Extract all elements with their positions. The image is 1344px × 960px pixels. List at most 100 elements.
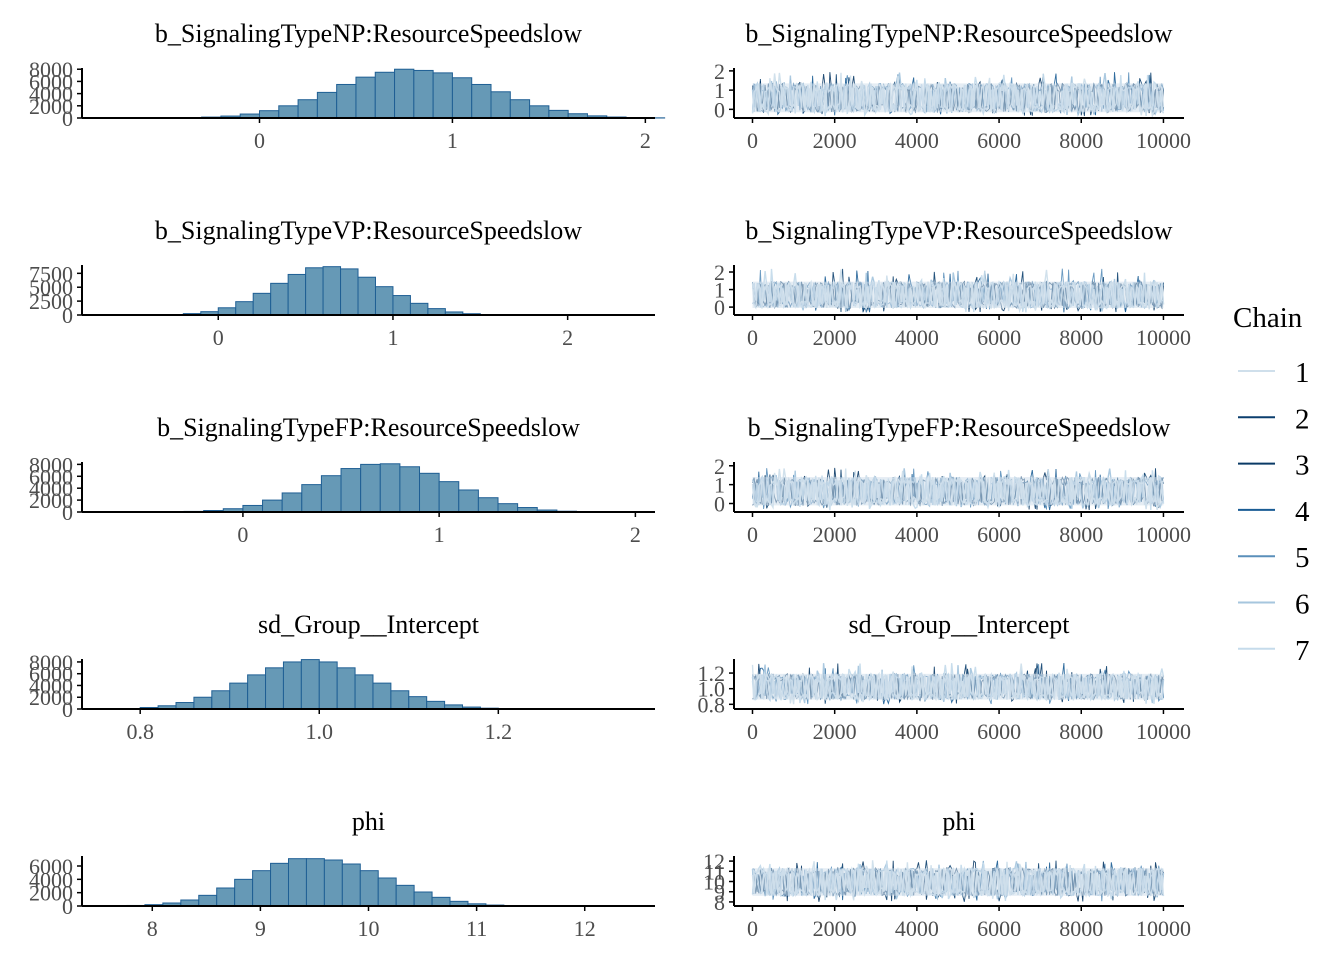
legend-label: 6	[1295, 589, 1310, 621]
x-tick-label: 6000	[977, 522, 1021, 547]
y-tick-label: 6000	[29, 464, 73, 489]
panel-title: b_SignalingTypeVP:ResourceSpeedslow	[155, 216, 582, 245]
x-tick-label: 4000	[895, 325, 939, 350]
histogram-bars	[163, 463, 597, 513]
x-tick-label: 10000	[1136, 128, 1191, 153]
x-tick-label: 1	[387, 325, 398, 350]
histogram-bar	[377, 877, 397, 907]
x-tick-label: 0.8	[126, 719, 154, 744]
panel-title: b_SignalingTypeNP:ResourceSpeedslow	[155, 19, 582, 48]
y-tick-label: 1.0	[698, 677, 726, 702]
y-tick-label: 2	[714, 454, 725, 479]
histogram-bar	[340, 468, 362, 513]
histogram-bar	[408, 696, 428, 710]
y-tick-label: 0	[62, 106, 73, 131]
x-tick-label: 4000	[895, 128, 939, 153]
histogram-bar	[477, 497, 499, 513]
histogram-bar	[229, 682, 249, 710]
histogram-bars	[108, 858, 541, 907]
histogram-bar	[409, 302, 429, 316]
x-tick-label: 2000	[813, 325, 857, 350]
histogram-bar	[193, 696, 213, 710]
histogram-bar	[490, 91, 511, 119]
x-tick-label: 8000	[1059, 325, 1103, 350]
y-tick-label: 4000	[29, 673, 73, 698]
x-tick-label: 8000	[1059, 128, 1103, 153]
y-tick-label: 10	[703, 870, 725, 895]
trace-density-band	[752, 281, 1164, 308]
y-tick-label: 1	[714, 278, 725, 303]
panel-title: sd_Group__Intercept	[258, 610, 480, 639]
histogram-bar	[497, 503, 519, 513]
histogram-bar	[372, 682, 392, 710]
histogram-bar	[235, 301, 254, 316]
x-tick-label: 2	[562, 325, 573, 350]
y-tick-label: 5000	[29, 275, 73, 300]
histogram-bar	[355, 76, 376, 119]
x-tick-label: 0	[254, 128, 265, 153]
panel-title: sd_Group__Intercept	[849, 610, 1071, 639]
x-tick-label: 8	[147, 916, 158, 941]
histogram-bar	[432, 72, 453, 119]
panel-title: b_SignalingTypeFP:ResourceSpeedslow	[157, 413, 580, 442]
histogram-bar	[301, 484, 322, 513]
trace-lines	[751, 72, 1165, 119]
trace-panel: b_SignalingTypeFP:ResourceSpeedslow 0 2000…	[714, 413, 1191, 547]
x-tick-label: 2000	[813, 128, 857, 153]
histogram-bar	[234, 878, 254, 907]
histogram-bars	[162, 68, 666, 119]
histogram-bar	[471, 83, 492, 119]
y-tick-label: 0	[714, 97, 725, 122]
trace-density-band	[752, 868, 1164, 896]
histogram-bars	[103, 659, 535, 710]
histogram-bar	[394, 68, 415, 119]
legend-label: 4	[1295, 496, 1310, 528]
y-tick-label: 8000	[29, 650, 73, 675]
x-tick-label: 2	[640, 128, 651, 153]
x-tick-label: 6000	[977, 719, 1021, 744]
histogram-bar	[426, 700, 446, 710]
x-tick-label: 4000	[895, 719, 939, 744]
x-tick-label: 11	[466, 916, 487, 941]
histogram-bar	[318, 661, 338, 710]
histogram-bar	[357, 276, 376, 316]
histogram-bar	[359, 870, 379, 907]
y-tick-label: 0	[714, 295, 725, 320]
x-tick-label: 4000	[895, 916, 939, 941]
histogram-bar	[354, 674, 374, 710]
histogram-bar	[258, 110, 280, 119]
y-tick-label: 0	[62, 303, 73, 328]
x-tick-label: 12	[574, 916, 596, 941]
x-tick-label: 6000	[977, 916, 1021, 941]
histogram-bar	[320, 475, 342, 513]
histogram-bar	[281, 492, 303, 513]
x-tick-label: 4000	[895, 522, 939, 547]
panel-title: b_SignalingTypeVP:ResourceSpeedslow	[745, 216, 1172, 245]
x-tick-label: 0	[747, 522, 758, 547]
histogram-bar	[305, 267, 324, 316]
histogram-bar	[287, 273, 307, 316]
x-tick-label: 2000	[813, 719, 857, 744]
histogram-bar	[413, 69, 434, 119]
x-tick-label: 10000	[1136, 719, 1191, 744]
histogram-bar	[374, 71, 396, 119]
y-tick-label: 2	[714, 59, 725, 84]
y-tick-label: 2000	[29, 685, 73, 710]
histogram-bar	[270, 862, 289, 907]
x-tick-label: 0	[747, 916, 758, 941]
x-tick-label: 1	[447, 128, 458, 153]
legend-label: 5	[1295, 542, 1310, 574]
histogram-bar	[340, 268, 359, 316]
histogram-bar	[282, 661, 302, 710]
y-tick-label: 8000	[29, 57, 73, 82]
histogram-bar	[216, 887, 236, 907]
y-tick-label: 2	[714, 260, 725, 285]
y-tick-label: 9	[714, 880, 725, 905]
histogram-bar	[451, 77, 473, 119]
y-tick-label: 2000	[29, 881, 73, 906]
histogram-bar	[211, 690, 231, 710]
y-tick-label: 2000	[29, 94, 73, 119]
